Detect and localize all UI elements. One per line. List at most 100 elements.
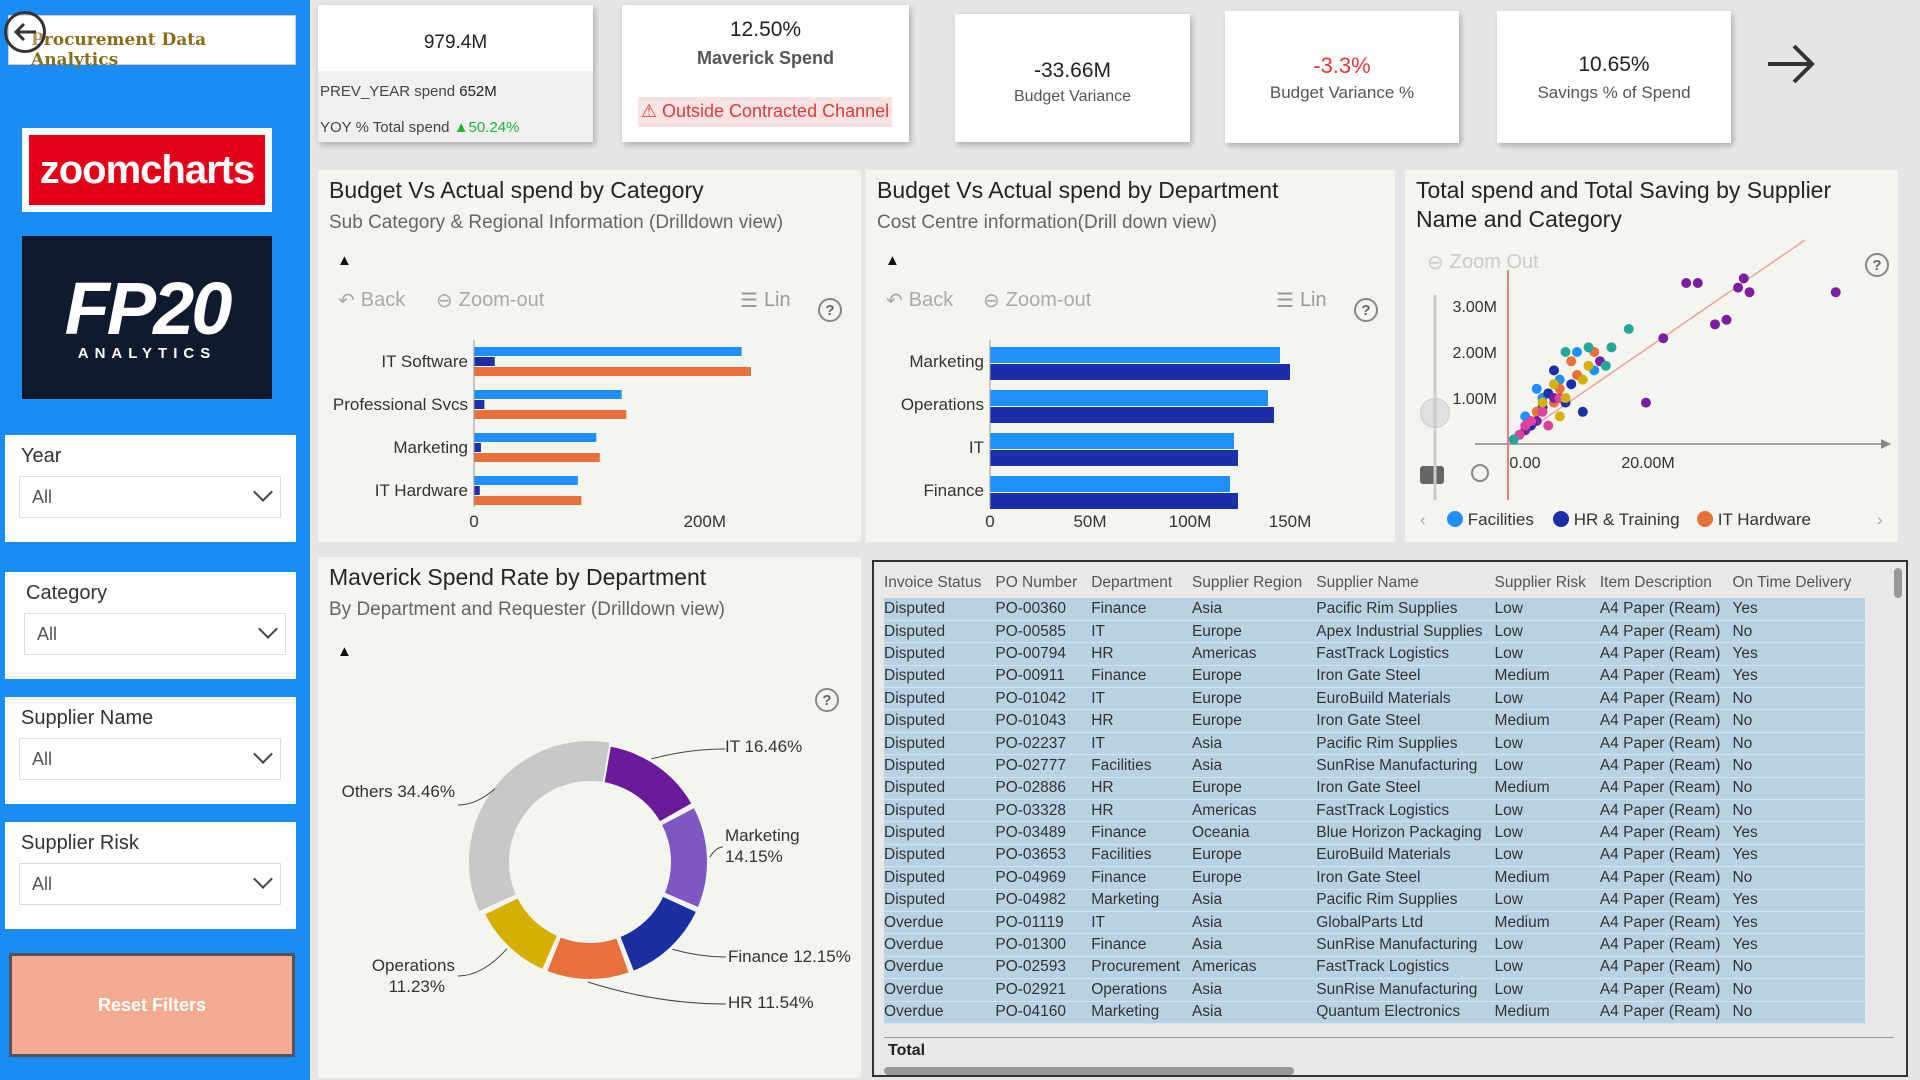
help-icon[interactable]: ? (815, 688, 839, 712)
camera-icon[interactable] (1420, 466, 1444, 484)
category-bar-chart[interactable]: IT Software Professional Svcs Marketing IT … (318, 335, 861, 535)
legend-item-facilities[interactable]: Facilities (1447, 510, 1534, 530)
home-icon[interactable]: ▲ (885, 252, 900, 269)
back-button[interactable]: ↶ Back (886, 289, 954, 312)
scatter-chart-title: Total spend and Total Saving by Supplier… (1416, 177, 1832, 232)
scatter-legend: ‹ Facilities HR & Training IT Hardware › (1405, 508, 1898, 534)
table-cell: No (1732, 777, 1866, 801)
department-chart-title: Budget Vs Actual spend by Department (877, 177, 1279, 203)
zoom-out-button[interactable]: ⊖ Zoom-out (436, 289, 545, 312)
table-cell: Americas (1191, 799, 1317, 823)
supplier-name-dropdown[interactable]: All (19, 738, 281, 780)
lin-toggle[interactable]: ☰ Lin (1276, 289, 1327, 312)
bar (474, 476, 578, 485)
scatter-point (1721, 314, 1732, 325)
column-header[interactable]: Item Description (1599, 574, 1712, 591)
back-button[interactable]: ↶ Back (338, 289, 406, 312)
invoice-table[interactable]: Invoice Status PO Number Department Supplie… (872, 560, 1908, 1077)
table-cell: PO-01042 (995, 687, 1092, 711)
column-header[interactable]: Supplier Name (1316, 574, 1419, 591)
horizontal-scrollbar[interactable] (884, 1067, 1294, 1075)
table-row[interactable]: Disputed PO-04969 Finance Europe Iron Gate S… (884, 866, 1866, 890)
bar (990, 407, 1274, 423)
scatter-chart[interactable]: 1.00M 2.00M 3.00M 0.00 20.00M (1405, 170, 1898, 542)
table-row[interactable]: Disputed PO-03489 Finance Oceania Blue Horiz… (884, 821, 1866, 845)
bar (474, 496, 582, 505)
table-row[interactable]: Disputed PO-03653 Facilities Europe EuroBuil… (884, 844, 1866, 868)
table-cell: Disputed (884, 844, 996, 868)
column-header[interactable]: Department (1091, 574, 1173, 591)
table-row[interactable]: Overdue PO-04160 Marketing Asia Quantum Elec… (884, 1001, 1866, 1024)
scatter-point (1583, 342, 1594, 353)
year-dropdown[interactable]: All (19, 476, 281, 518)
table-row[interactable]: Disputed PO-01042 IT Europe EuroBuild Materi… (884, 687, 1866, 711)
column-header[interactable]: PO Number (995, 574, 1078, 591)
table-row[interactable]: Disputed PO-01043 HR Europe Iron Gate Steel M… (884, 709, 1866, 733)
category-slicer: Category All (5, 572, 296, 679)
vertical-scrollbar[interactable] (1894, 568, 1902, 598)
lasso-icon[interactable] (1471, 464, 1489, 482)
table-cell: Medium (1494, 911, 1600, 935)
table-cell: HR (1091, 777, 1192, 801)
help-icon[interactable]: ? (818, 298, 842, 322)
table-row[interactable]: Disputed PO-03328 HR Americas FastTrack Logi… (884, 799, 1866, 823)
table-row[interactable]: Overdue PO-02921 Operations Asia SunRise Man… (884, 978, 1866, 1002)
table-cell: No (1732, 1001, 1866, 1024)
table-cell: Iron Gate Steel (1316, 866, 1495, 890)
table-cell: A4 Paper (Ream) (1599, 933, 1733, 957)
table-cell: Low (1494, 821, 1600, 845)
table-cell: Finance (1091, 933, 1192, 957)
table-cell: No (1732, 956, 1866, 980)
table-cell: PO-04969 (995, 866, 1092, 890)
help-icon[interactable]: ? (1865, 253, 1889, 277)
table-row[interactable]: Disputed PO-00911 Finance Europe Iron Gate S… (884, 665, 1866, 689)
lin-toggle[interactable]: ☰ Lin (740, 289, 791, 312)
table-row[interactable]: Disputed PO-04982 Marketing Asia Pacific Rim… (884, 889, 1866, 912)
table-cell: Finance (1091, 665, 1192, 689)
table-cell: Disputed (884, 754, 996, 778)
table-row[interactable]: Overdue PO-01300 Finance Asia SunRise Manufa… (884, 933, 1866, 957)
zoom-out-button[interactable]: ⊖ Zoom-out (983, 289, 1092, 312)
reset-filters-button[interactable]: Reset Filters (9, 953, 295, 1057)
y-tick-label: IT (969, 438, 984, 457)
table-row[interactable]: Overdue PO-01119 IT Asia GlobalParts Ltd Medi… (884, 911, 1866, 935)
table-cell: Low (1494, 933, 1600, 957)
bar (990, 493, 1238, 509)
table-cell: Overdue (884, 911, 996, 935)
table-row[interactable]: Disputed PO-00360 Finance Asia Pacific Rim S… (884, 598, 1866, 621)
legend-prev-icon[interactable]: ‹ (1420, 510, 1426, 529)
table-row[interactable]: Disputed PO-02777 Facilities Asia SunRise Ma… (884, 754, 1866, 778)
help-icon[interactable]: ? (1354, 298, 1378, 322)
legend-next-icon[interactable]: › (1877, 510, 1883, 529)
legend-item-hr-training[interactable]: HR & Training (1553, 510, 1680, 530)
scatter-point (1566, 356, 1577, 367)
column-header[interactable]: Invoice Status (884, 574, 982, 591)
category-dropdown[interactable]: All (24, 613, 286, 655)
scatter-zoom-out-button[interactable]: ⊖ Zoom Out (1427, 251, 1539, 274)
next-page-button[interactable] (1764, 38, 1818, 90)
maverick-donut-chart[interactable]: IT 16.46% Marketing 14.15% Finance 12.15% HR… (318, 557, 861, 1078)
table-cell: FastTrack Logistics (1316, 799, 1495, 823)
table-row[interactable]: Overdue PO-02593 Procurement Americas FastTr… (884, 956, 1866, 980)
table-cell: Disputed (884, 598, 996, 621)
back-button[interactable] (4, 11, 46, 53)
table-row[interactable]: Disputed PO-02237 IT Asia Pacific Rim Suppli… (884, 732, 1866, 756)
column-header[interactable]: On Time Delivery (1732, 574, 1852, 591)
table-cell: Low (1494, 956, 1600, 980)
zoomcharts-logo: zoomcharts (22, 128, 272, 212)
table-row[interactable]: Disputed PO-00585 IT Europe Apex Industrial … (884, 620, 1866, 644)
kpi-budget-variance-pct: -3.3% Budget Variance % (1225, 11, 1459, 143)
table-row[interactable]: Disputed PO-02886 HR Europe Iron Gate Steel M… (884, 777, 1866, 801)
chevron-down-icon (258, 619, 278, 639)
table-row[interactable]: Disputed PO-00794 HR Americas FastTrack Logi… (884, 642, 1866, 666)
x-tick-label: 0 (469, 512, 478, 531)
home-icon[interactable]: ▲ (337, 252, 352, 269)
column-header[interactable]: Supplier Risk (1494, 574, 1586, 591)
zoom-out-icon: ⊖ (983, 290, 1000, 312)
category-label: Category (26, 582, 108, 604)
supplier-risk-dropdown[interactable]: All (19, 863, 281, 905)
column-header[interactable]: Supplier Region (1191, 574, 1303, 591)
legend-item-it-hardware[interactable]: IT Hardware (1697, 510, 1811, 530)
home-icon[interactable]: ▲ (337, 643, 352, 660)
